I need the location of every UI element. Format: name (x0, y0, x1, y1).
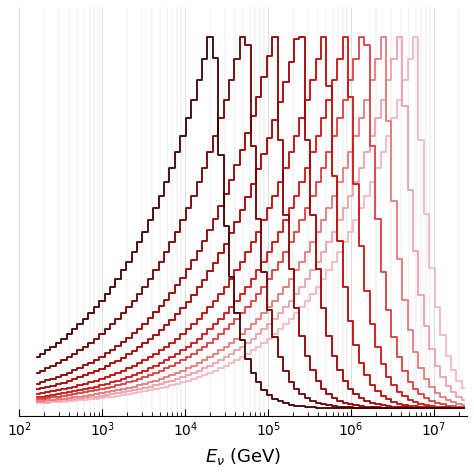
X-axis label: $E_{\nu}$ (GeV): $E_{\nu}$ (GeV) (205, 446, 282, 467)
